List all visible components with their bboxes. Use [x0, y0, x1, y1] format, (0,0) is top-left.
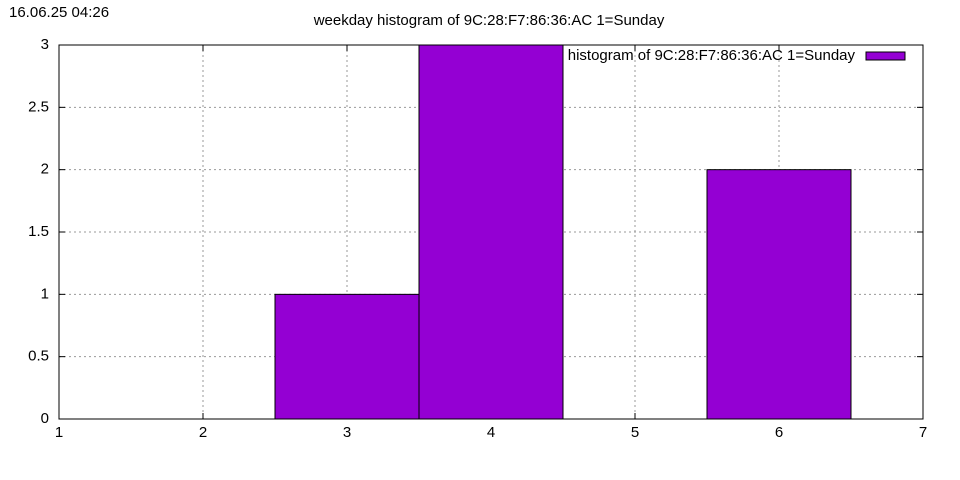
legend-swatch [865, 51, 906, 61]
x-tick-label: 6 [775, 424, 783, 441]
x-tick-label: 7 [919, 424, 927, 441]
y-tick-label: 3 [41, 36, 49, 53]
x-tick-label: 4 [487, 424, 495, 441]
bar [418, 44, 564, 420]
chart-title: weekday histogram of 9C:28:F7:86:36:AC 1… [313, 12, 665, 29]
bar [706, 169, 852, 420]
bar [274, 293, 420, 420]
y-tick-label: 2.5 [28, 98, 49, 115]
timestamp: 16.06.25 04:26 [9, 4, 109, 21]
x-tick-label: 3 [343, 424, 351, 441]
y-tick-label: 0.5 [28, 348, 49, 365]
x-tick-label: 2 [199, 424, 207, 441]
y-tick-label: 1.5 [28, 223, 49, 240]
y-tick-label: 2 [41, 161, 49, 178]
x-tick-label: 5 [631, 424, 639, 441]
x-tick-label: 1 [55, 424, 63, 441]
y-tick-label: 0 [41, 410, 49, 427]
y-tick-label: 1 [41, 285, 49, 302]
plot-border [58, 44, 924, 420]
legend-label: weekday histogram of 9C:28:F7:86:36:AC 1… [503, 47, 855, 64]
